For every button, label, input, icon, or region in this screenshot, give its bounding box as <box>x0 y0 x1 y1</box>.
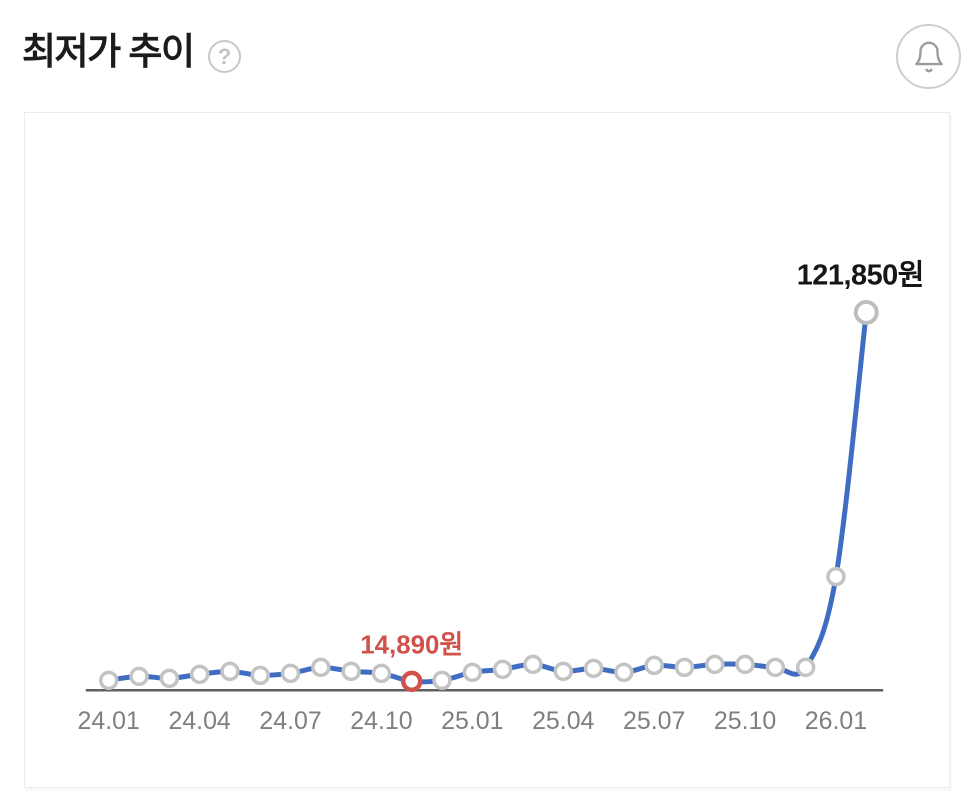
x-tick-label: 25.04 <box>532 707 594 735</box>
header: 최저가 추이 ? <box>0 0 978 112</box>
data-point[interactable] <box>280 663 301 684</box>
data-point[interactable] <box>341 661 361 682</box>
data-point[interactable] <box>492 659 513 680</box>
price-chart-card: 24.01 24.04 24.07 24.10 25.01 25.04 25.07 25.10… <box>24 112 950 788</box>
data-point[interactable] <box>220 661 240 682</box>
price-alert-button[interactable] <box>896 24 961 89</box>
data-point[interactable] <box>644 655 664 676</box>
data-point[interactable] <box>159 668 180 689</box>
data-point[interactable] <box>553 661 573 682</box>
x-tick-label: 24.07 <box>259 707 321 735</box>
data-point[interactable] <box>614 662 634 683</box>
data-point[interactable] <box>371 663 392 684</box>
data-point[interactable] <box>523 654 543 675</box>
price-line <box>106 309 869 685</box>
data-point[interactable] <box>432 670 452 691</box>
data-point[interactable] <box>795 657 816 678</box>
data-point[interactable] <box>129 666 149 687</box>
data-point[interactable] <box>250 665 270 686</box>
x-tick-label: 24.10 <box>350 707 412 735</box>
price-annotation-min: 14,890원 <box>360 630 463 659</box>
x-tick-label: 25.07 <box>623 707 685 735</box>
data-point[interactable] <box>189 664 210 685</box>
data-point[interactable] <box>735 654 755 675</box>
max-data-point[interactable] <box>853 299 879 325</box>
min-data-point[interactable] <box>401 670 423 693</box>
price-trend-chart: 24.01 24.04 24.07 24.10 25.01 25.04 25.07 25.10… <box>78 259 925 735</box>
data-point[interactable] <box>462 662 483 683</box>
help-icon[interactable]: ? <box>208 40 241 73</box>
price-annotation-max: 121,850원 <box>797 259 924 291</box>
data-point[interactable] <box>674 657 695 678</box>
x-tick-label: 25.10 <box>714 707 776 735</box>
x-tick-label: 24.04 <box>168 707 230 735</box>
x-tick-label: 26.01 <box>805 707 867 735</box>
x-tick-label: 25.01 <box>441 707 503 735</box>
data-point[interactable] <box>99 670 119 691</box>
data-point[interactable] <box>311 657 331 678</box>
data-point[interactable] <box>583 658 604 679</box>
data-point[interactable] <box>826 566 846 587</box>
data-point[interactable] <box>705 654 725 675</box>
x-tick-label: 24.01 <box>78 707 140 735</box>
page-title: 최저가 추이 <box>22 31 195 72</box>
bell-icon <box>914 41 943 72</box>
data-point[interactable] <box>765 657 786 678</box>
